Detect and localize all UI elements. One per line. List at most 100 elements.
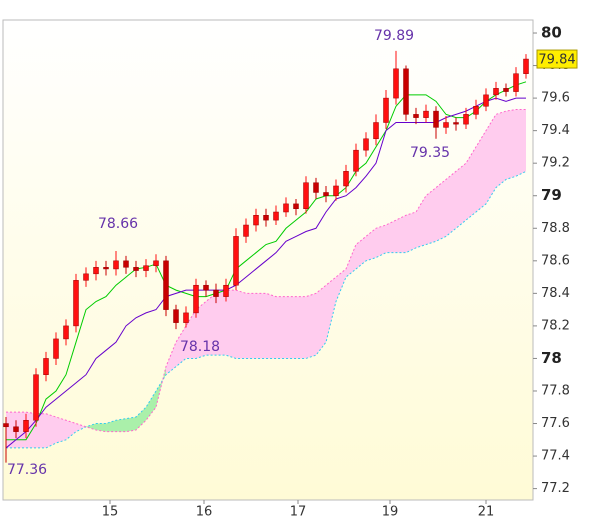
plot-area — [2, 19, 534, 501]
cloud-segment — [176, 325, 186, 367]
y-tick-label: 78.8 — [541, 221, 570, 236]
cloud-segment — [496, 111, 506, 188]
cloud-segment — [96, 423, 106, 432]
y-tick-label: 79.6 — [541, 91, 570, 106]
candle-body — [303, 182, 309, 209]
cloud-segment — [476, 130, 486, 212]
cloud-border — [6, 108, 526, 433]
y-tick-label: 79.4 — [541, 123, 570, 138]
candle-body — [103, 267, 109, 270]
x-tick-label: 17 — [290, 505, 307, 519]
candle-body — [73, 280, 79, 327]
candle-body — [493, 88, 499, 96]
cloud-segment — [36, 413, 46, 448]
candle-body — [353, 149, 359, 172]
indicator-line — [6, 81, 527, 441]
candle-body — [3, 423, 9, 428]
candle-body — [33, 374, 39, 421]
cloud-segment — [6, 412, 16, 448]
candle-body — [63, 325, 69, 340]
cloud-segment — [316, 285, 326, 356]
candle-body — [183, 312, 189, 323]
cloud-segment — [56, 417, 66, 444]
candle-body — [263, 215, 269, 221]
candle-body — [443, 122, 449, 128]
cloud-segment — [186, 309, 196, 359]
cloud-segment — [286, 296, 296, 359]
candle-body — [513, 73, 519, 92]
cloud-segment — [396, 215, 406, 253]
candle-body — [23, 420, 29, 432]
cloud-segment — [466, 146, 476, 221]
cloud-segment — [336, 268, 346, 302]
indicator-line — [5, 97, 526, 449]
y-tick-label: 79 — [541, 186, 562, 204]
cloud-segment — [216, 290, 226, 356]
candle-body — [523, 58, 529, 74]
candle-body — [53, 338, 59, 359]
candle-body — [113, 260, 119, 270]
cloud-segment — [76, 423, 86, 432]
candle-body — [173, 309, 179, 323]
cloud-segment — [446, 171, 456, 237]
cloud-segment — [416, 195, 426, 248]
cloud-segment — [226, 290, 236, 359]
cloud-segment — [256, 293, 266, 359]
y-tick-label: 78 — [541, 349, 562, 367]
candle-body — [453, 122, 459, 125]
y-tick-label: 77.8 — [541, 383, 570, 398]
y-tick-label: 77.4 — [541, 449, 570, 464]
y-tick-label: 78.6 — [541, 253, 570, 268]
candle-body — [273, 211, 279, 221]
cloud-segment — [306, 293, 316, 359]
cloud-segment — [246, 293, 256, 359]
candle-body — [503, 88, 509, 92]
cloud-segment — [486, 114, 496, 204]
cloud-segment — [406, 212, 416, 253]
cloud-segment — [86, 423, 96, 431]
cloud-segment — [116, 418, 126, 432]
candle-body — [293, 203, 299, 209]
cloud-segment — [166, 342, 176, 375]
annotation: 79.35 — [410, 145, 450, 161]
candle-body — [143, 265, 149, 271]
y-tick-label: 79.2 — [541, 156, 570, 171]
candle-body — [413, 114, 419, 118]
candle-body — [123, 260, 129, 268]
y-tick-label: 78.4 — [541, 286, 570, 301]
cloud-segment — [136, 407, 146, 431]
candle-body — [383, 97, 389, 123]
candle-body — [243, 224, 249, 237]
y-tick-label: 77.2 — [541, 481, 570, 496]
cloud-segment — [366, 228, 376, 261]
y-tick-label: 78.2 — [541, 318, 570, 333]
candle-body — [223, 284, 229, 297]
cloud-segment — [326, 277, 336, 343]
candle-body — [363, 138, 369, 151]
candle-body — [393, 68, 399, 99]
candle-body — [83, 273, 89, 281]
candle-body — [253, 215, 259, 226]
candle-body — [373, 122, 379, 140]
cloud-segment — [376, 225, 386, 258]
last-price-box — [536, 49, 578, 69]
cloud-segment — [66, 420, 76, 440]
candle-body — [323, 192, 329, 196]
x-tick-label: 21 — [478, 505, 495, 519]
x-tick-label: 16 — [196, 505, 213, 519]
cloud-segment — [296, 296, 306, 359]
candle-body — [193, 284, 199, 314]
cloud-segment — [346, 244, 356, 278]
candle-body — [213, 289, 219, 297]
candle-body — [283, 203, 289, 213]
cloud-segment — [126, 417, 136, 432]
cloud-segment — [276, 296, 286, 359]
candle-body — [483, 94, 489, 107]
candle-body — [313, 182, 319, 193]
candle-body — [423, 110, 429, 118]
candle-body — [333, 185, 339, 196]
annotation: 77.36 — [7, 462, 47, 478]
annotation: 79.89 — [374, 28, 414, 44]
candle-body — [463, 114, 469, 125]
